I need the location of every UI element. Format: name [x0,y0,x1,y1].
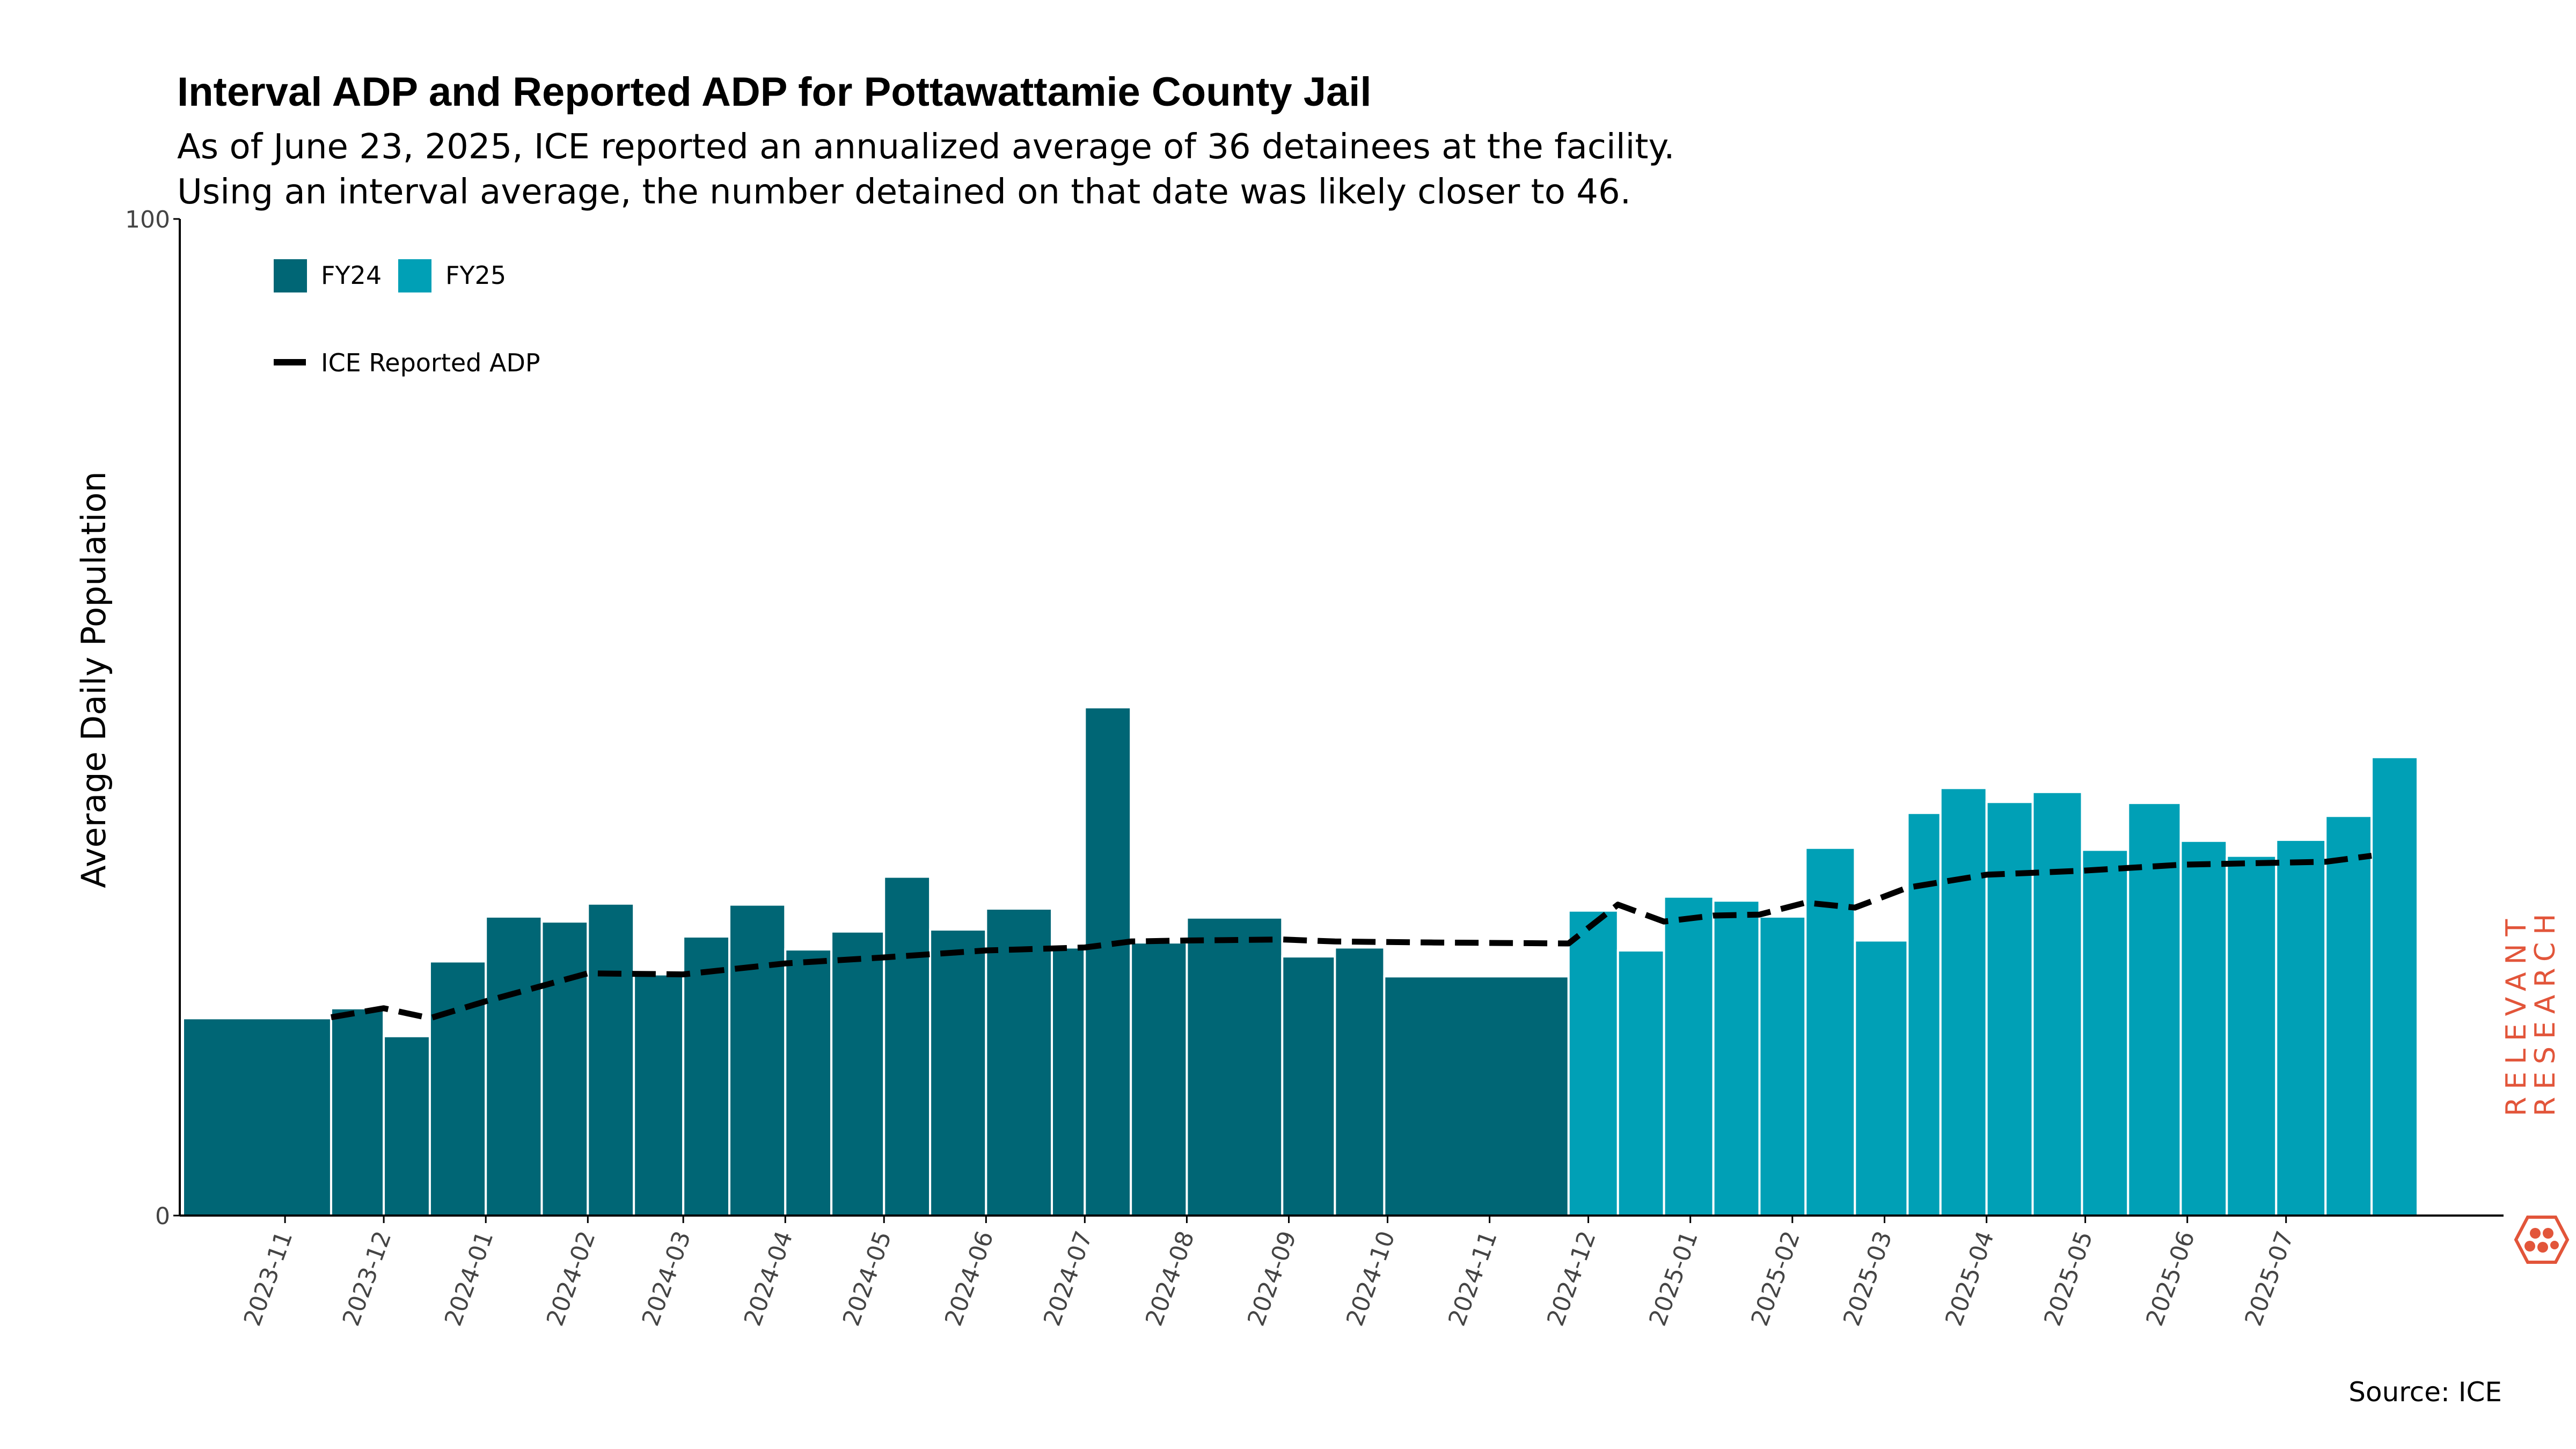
legend-swatch-fy24 [274,259,307,292]
source-note: Source: ICE [2348,1377,2502,1408]
bar-fy25-3 [1712,899,1761,1217]
bar-fy25-11 [2081,848,2129,1217]
bar-fy25-2 [1663,895,1715,1217]
brand-line-1: RELEVANT [2500,911,2533,1116]
x-tick-label: 2024-09 [1242,1227,1302,1329]
bar-fy25-13 [2179,839,2228,1217]
x-tick-label: 2023-12 [338,1227,397,1329]
bar-fy25-1 [1616,949,1665,1217]
chart-title: Interval ADP and Reported ADP for Pottaw… [177,69,1372,115]
bar-fy24-10 [784,948,833,1217]
bar-fy24-9 [728,903,787,1217]
chart-subtitle: As of June 23, 2025, ICE reported an ann… [177,125,1675,215]
y-axis-label: Average Daily Population [74,471,113,888]
bar-fy24-4 [485,915,543,1217]
x-tick-label: 2024-07 [1038,1227,1098,1329]
bar-fy25-4 [1758,915,1807,1217]
reported-adp-line [331,853,2372,1021]
bar-fy24-11 [830,930,885,1217]
x-tick-label: 2025-03 [1838,1227,1898,1329]
bar-fy25-10 [2031,791,2083,1217]
x-tick-label: 2024-01 [440,1227,499,1329]
bar-fy24-3 [428,960,487,1217]
brand-wordmark: RELEVANT RESEARCH [2500,906,2562,1116]
reported-adp-line-layer [331,853,2372,1021]
x-tick-label: 2024-08 [1140,1227,1200,1329]
x-tick-label: 2025-07 [2240,1227,2299,1329]
bars-layer [182,706,2419,1217]
brand-line-2: RESEARCH [2529,906,2562,1116]
y-tick-label: 100 [125,206,170,233]
bar-fy24-14 [985,908,1053,1217]
legend-label-fy24: FY24 [321,261,382,290]
bar-fy25-6 [1854,939,1909,1217]
bar-fy24-16 [1084,706,1132,1217]
x-tick-label: 2024-02 [541,1227,601,1329]
bar-fy25-8 [1939,787,1988,1217]
x-tick-label: 2025-05 [2039,1227,2098,1329]
bar-fy24-2 [383,1035,431,1217]
bar-fy24-1 [330,1007,385,1217]
bar-fy24-18 [1185,916,1284,1217]
bar-fy25-15 [2275,838,2327,1217]
bar-fy24-20 [1334,946,1386,1217]
x-tick-label: 2024-10 [1341,1227,1401,1329]
x-tick-label: 2024-03 [637,1227,697,1329]
x-tick-label: 2024-05 [838,1227,897,1329]
bar-fy24-21 [1383,975,1570,1217]
legend-label-reported-adp: ICE Reported ADP [321,348,540,377]
x-tick-label: 2025-04 [1940,1227,2000,1329]
bar-fy24-7 [633,973,685,1217]
bar-fy24-15 [1050,946,1086,1217]
x-tick-label: 2025-02 [1746,1227,1805,1329]
bar-fy25-17 [2370,756,2419,1217]
legend-swatch-fy25 [398,259,431,292]
x-tick-label: 2023-11 [239,1227,298,1329]
x-tick-label: 2025-06 [2141,1227,2200,1329]
bar-fy24-5 [540,920,589,1217]
subtitle-line-2: Using an interval average, the number de… [177,172,1631,212]
bar-fy24-19 [1281,955,1336,1217]
bar-fy25-7 [1906,811,1942,1217]
x-tick-label: 2024-06 [940,1227,999,1329]
x-tick-label: 2025-01 [1644,1227,1703,1329]
bar-fy24-13 [929,928,987,1217]
x-tick-label: 2024-04 [739,1227,799,1329]
bar-fy24-17 [1130,941,1188,1217]
x-tick-label: 2024-11 [1443,1227,1503,1329]
y-tick-label: 0 [155,1203,170,1230]
bar-fy25-16 [2324,815,2373,1217]
subtitle-line-1: As of June 23, 2025, ICE reported an ann… [177,127,1675,167]
bar-fy24-12 [883,875,932,1217]
bar-fy24-6 [587,902,635,1217]
brand-logo-icon [2514,1216,2570,1264]
bar-fy25-0 [1567,909,1619,1217]
bar-fy24-0 [182,1017,332,1217]
x-tick-label: 2024-12 [1542,1227,1601,1329]
bar-fy25-14 [2226,854,2278,1217]
bar-fy25-9 [1985,801,2034,1217]
legend-label-fy25: FY25 [445,261,506,290]
legend: FY24 FY25 ICE Reported ADP [274,259,540,377]
bar-fy24-8 [682,935,731,1217]
